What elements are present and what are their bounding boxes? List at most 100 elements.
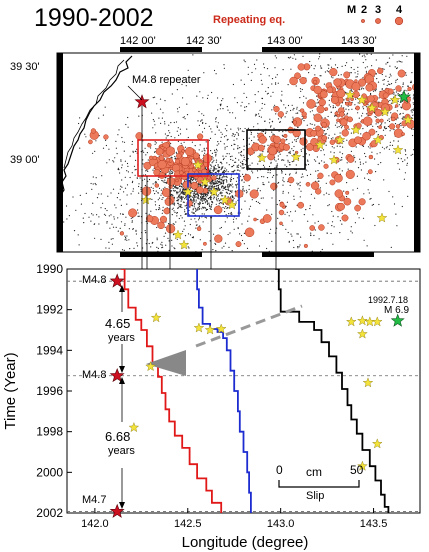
seismicity-dot xyxy=(269,263,270,264)
seismicity-dot xyxy=(423,214,424,215)
seismicity-dot xyxy=(370,93,372,95)
seismicity-dot xyxy=(168,223,170,225)
seismicity-dot xyxy=(334,133,336,135)
seismicity-dot xyxy=(259,190,261,192)
repeating-eq-circle xyxy=(375,118,380,124)
seismicity-dot xyxy=(425,86,426,87)
seismicity-dot xyxy=(421,107,422,108)
seismicity-dot xyxy=(297,126,299,128)
seismicity-dot xyxy=(221,166,223,168)
repeating-eq-circle xyxy=(163,147,168,152)
seismicity-dot xyxy=(225,135,227,137)
seismicity-dot xyxy=(340,124,342,126)
seismicity-dot xyxy=(397,100,399,102)
seismicity-dot xyxy=(411,72,413,74)
seismicity-dot xyxy=(220,105,222,107)
seismicity-dot xyxy=(123,141,126,143)
seismicity-dot xyxy=(363,193,365,195)
seismicity-dot xyxy=(263,63,265,65)
seismicity-dot xyxy=(116,197,118,199)
seismicity-dot xyxy=(175,121,178,123)
seismicity-dot xyxy=(281,159,283,161)
seismicity-dot xyxy=(424,129,425,130)
seismicity-dot xyxy=(79,194,81,196)
seismicity-dot xyxy=(213,233,215,235)
seismicity-dot xyxy=(88,257,89,258)
seismicity-dot xyxy=(234,161,236,163)
seismicity-dot xyxy=(393,93,395,95)
seismicity-dot xyxy=(405,74,407,76)
seismicity-dot xyxy=(206,203,209,205)
seismicity-dot xyxy=(222,185,224,187)
seismicity-dot xyxy=(367,146,370,148)
seismicity-dot xyxy=(331,221,334,223)
map-top-bar-2 xyxy=(262,47,374,52)
map-bottom-bar-1 xyxy=(120,252,202,257)
seismicity-dot xyxy=(398,168,401,170)
seismicity-dot xyxy=(389,99,391,102)
seismicity-dot xyxy=(156,226,158,229)
seismicity-dot xyxy=(275,113,277,115)
seismicity-dot xyxy=(127,126,129,128)
seismicity-dot xyxy=(230,212,232,214)
seismicity-dot xyxy=(298,246,300,248)
seismicity-dot xyxy=(262,197,264,199)
seismicity-dot xyxy=(241,155,243,157)
seismicity-dot xyxy=(362,106,364,108)
seismicity-dot xyxy=(181,83,183,86)
seismicity-dot xyxy=(309,60,311,63)
seismicity-dot xyxy=(184,193,186,195)
seismicity-dot xyxy=(358,117,360,119)
seismicity-dot xyxy=(232,133,234,135)
seismicity-dot xyxy=(267,171,269,174)
seismicity-dot xyxy=(251,170,253,172)
seismicity-dot xyxy=(390,246,392,248)
seismicity-dot xyxy=(182,196,184,198)
repeating-eq-circle xyxy=(339,111,345,117)
seismicity-dot xyxy=(336,122,338,124)
seismicity-dot xyxy=(287,161,289,163)
seismicity-dot xyxy=(135,229,137,231)
seismicity-dot xyxy=(173,203,175,205)
seismicity-dot xyxy=(209,196,211,199)
seismicity-dot xyxy=(237,147,239,149)
seismicity-dot xyxy=(364,67,366,69)
seismicity-dot xyxy=(285,112,287,114)
seismicity-dot xyxy=(213,168,216,170)
seismicity-dot xyxy=(363,88,365,90)
seismicity-dot xyxy=(406,157,408,159)
seismicity-dot xyxy=(83,222,85,224)
seismicity-dot xyxy=(293,195,295,197)
seismicity-dot xyxy=(287,231,289,234)
aftershock-star xyxy=(334,134,346,145)
seismicity-dot xyxy=(305,209,307,211)
seismicity-dot xyxy=(339,220,341,222)
seismicity-dot xyxy=(256,170,259,172)
seismicity-dot xyxy=(341,153,344,155)
seismicity-dot xyxy=(276,163,278,165)
seismicity-dot xyxy=(188,247,190,249)
seismicity-dot xyxy=(372,125,374,127)
seismicity-dot xyxy=(190,180,192,182)
seismicity-dot xyxy=(303,214,305,216)
seismicity-dot xyxy=(247,220,249,222)
seismicity-dot xyxy=(193,198,195,200)
seismicity-dot xyxy=(350,72,352,74)
repeating-eq-circle xyxy=(180,157,190,167)
seismicity-dot xyxy=(170,156,172,158)
seismicity-dot xyxy=(192,236,194,238)
seismicity-dot xyxy=(390,112,392,114)
seismicity-dot xyxy=(202,221,204,223)
seismicity-dot xyxy=(103,213,106,215)
seismicity-dot xyxy=(354,222,356,224)
repeating-eq-circle xyxy=(313,85,322,95)
seismicity-dot xyxy=(150,186,152,188)
seismicity-dot xyxy=(192,54,194,56)
seismicity-dot xyxy=(278,181,280,184)
aftershock-star xyxy=(376,212,388,223)
seismicity-dot xyxy=(214,172,216,174)
seismicity-dot xyxy=(140,151,142,153)
repeating-eq-circle xyxy=(297,63,305,71)
repeating-eq-circle xyxy=(340,118,348,126)
seismicity-dot xyxy=(363,239,365,241)
